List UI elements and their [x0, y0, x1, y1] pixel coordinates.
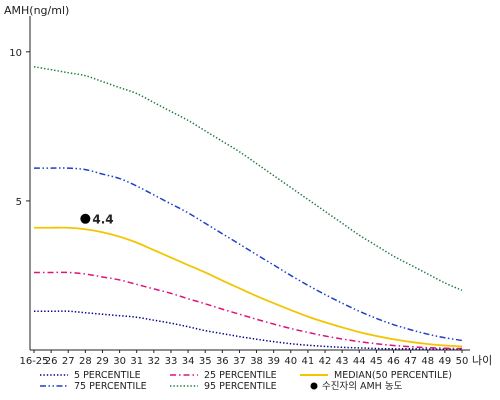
- x-tick-label: 41: [302, 356, 315, 367]
- x-tick-label: 35: [199, 356, 212, 367]
- x-tick-label: 26: [45, 356, 58, 367]
- patient-amh-marker: [80, 213, 91, 224]
- x-tick-label: 49: [439, 356, 452, 367]
- series-line-25-percentile: [33, 271, 463, 350]
- series-layer: [33, 65, 463, 350]
- marker-layer: 4.4: [80, 212, 114, 226]
- x-tick-label: 40: [284, 356, 297, 367]
- y-tick-label: 10: [9, 48, 22, 59]
- y-axis-title: AMH(ng/ml): [4, 4, 69, 17]
- y-tick-label: 5: [16, 197, 22, 208]
- x-tick-label: 50: [456, 356, 469, 367]
- x-tick-label: 42: [319, 356, 332, 367]
- series-line-median-50-percentile: [33, 226, 463, 348]
- x-tick-label: 47: [404, 356, 417, 367]
- legend-label-marker: 수진자의 AMH 농도: [322, 381, 403, 392]
- x-tick-label: 33: [165, 356, 178, 367]
- x-tick-label: 16-25: [19, 356, 48, 367]
- x-tick-label: 48: [421, 356, 434, 367]
- x-tick-label: 31: [130, 356, 143, 367]
- patient-amh-value-label: 4.4: [92, 212, 113, 226]
- x-tick-label: 32: [147, 356, 160, 367]
- x-tick-label: 38: [250, 356, 263, 367]
- x-tick-label: 30: [113, 356, 126, 367]
- legend-label-95-percentile: 95 PERCENTILE: [204, 381, 277, 392]
- series-line-95-percentile: [33, 65, 463, 292]
- x-tick-label: 45: [370, 356, 383, 367]
- x-axis-title: 나이: [472, 354, 492, 367]
- legend-swatch-marker: [310, 382, 318, 390]
- x-tick-label: 37: [233, 356, 246, 367]
- x-tick-label: 39: [267, 356, 280, 367]
- x-tick-label: 28: [79, 356, 92, 367]
- x-tick-label: 36: [216, 356, 229, 367]
- x-tick-label: 34: [182, 356, 195, 367]
- legend-label-5-percentile: 5 PERCENTILE: [74, 370, 141, 381]
- series-line-5-percentile: [33, 310, 462, 350]
- x-tick-label: 29: [96, 356, 109, 367]
- x-tick-label: 44: [353, 356, 366, 367]
- legend-label-median-50-percentile: MEDIAN(50 PERCENTILE): [334, 370, 452, 381]
- legend: 5 PERCENTILE 25 PERCENTILE MEDIAN(50 PERCE…: [40, 370, 452, 392]
- legend-label-25-percentile: 25 PERCENTILE: [204, 370, 277, 381]
- x-tick-label: 27: [62, 356, 75, 367]
- x-tick-label: 46: [387, 356, 400, 367]
- x-tick-label: 43: [336, 356, 349, 367]
- legend-label-75-percentile: 75 PERCENTILE: [74, 381, 147, 392]
- series-line-75-percentile: [34, 167, 463, 342]
